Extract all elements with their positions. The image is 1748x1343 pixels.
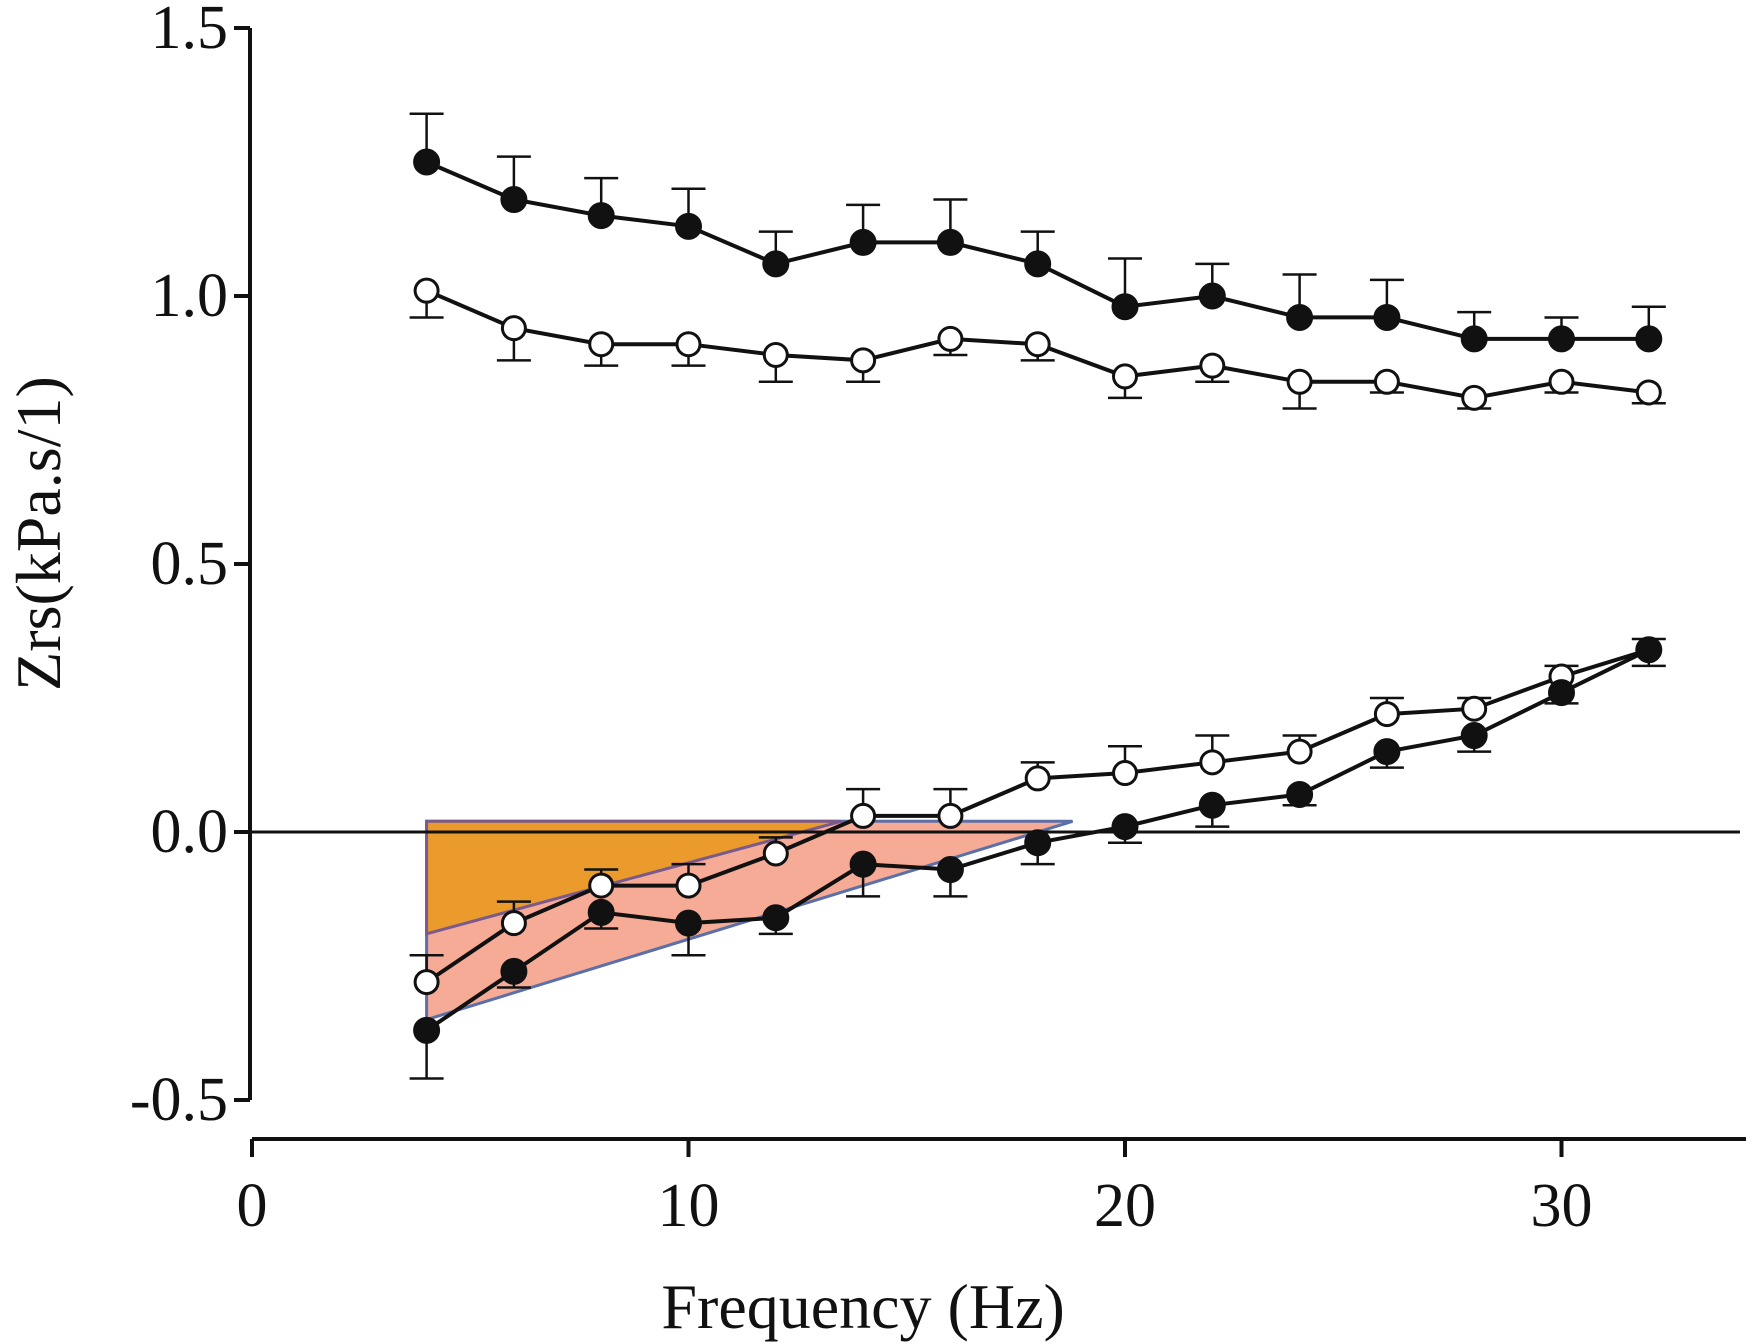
- filled-point: [936, 228, 964, 256]
- axis-ticks: 1.5 1.0 0.5 0.0 -0.50 10 20 30: [130, 0, 1593, 1240]
- y-tick-label: 1.0: [151, 262, 229, 330]
- open-point: [1286, 368, 1313, 395]
- open-point: [1112, 760, 1138, 787]
- open-point: [850, 802, 877, 829]
- open-point: [1112, 363, 1138, 390]
- filled-point: [675, 212, 702, 240]
- filled-point: [1635, 636, 1663, 664]
- open-point: [675, 331, 702, 358]
- filled-point: [1111, 293, 1139, 321]
- open-point: [588, 872, 615, 899]
- open-point: [850, 347, 877, 374]
- filled-point: [1286, 780, 1314, 808]
- filled-point: [413, 1016, 441, 1044]
- y-tick-label: -0.5: [130, 1066, 228, 1134]
- open-point: [1024, 331, 1051, 358]
- series-3: [409, 636, 1666, 1080]
- filled-point: [1024, 829, 1052, 857]
- open-point: [1286, 738, 1313, 765]
- open-point: [500, 315, 527, 342]
- filled-point: [587, 898, 615, 926]
- open-point: [937, 802, 964, 829]
- open-point: [1199, 749, 1226, 776]
- y-tick-label: 0.5: [151, 530, 229, 598]
- filled-point: [413, 148, 441, 176]
- filled-point: [1460, 722, 1488, 750]
- open-point: [1373, 701, 1400, 728]
- filled-point: [762, 250, 790, 278]
- x-axis-label: Frequency (Hz): [661, 1271, 1064, 1342]
- open-point: [762, 840, 789, 867]
- x-tick-label: 0: [237, 1172, 268, 1240]
- filled-point: [500, 186, 528, 214]
- series-1: [409, 277, 1666, 411]
- open-point: [762, 341, 789, 368]
- filled-point: [1460, 325, 1488, 353]
- series-0: [409, 112, 1666, 353]
- open-point: [1461, 695, 1488, 722]
- filled-point: [849, 850, 877, 878]
- filled-point: [675, 909, 702, 937]
- open-point: [1373, 368, 1400, 395]
- open-point: [937, 325, 964, 352]
- open-point: [1199, 352, 1226, 379]
- open-point: [1461, 384, 1488, 411]
- filled-point: [1198, 791, 1226, 819]
- filled-point: [762, 904, 790, 932]
- filled-point: [1373, 738, 1401, 766]
- filled-point: [936, 856, 964, 884]
- filled-point: [1111, 813, 1139, 841]
- filled-point: [1635, 325, 1663, 353]
- y-tick-label: 0.0: [151, 798, 229, 866]
- filled-point: [500, 957, 528, 985]
- open-point: [1548, 368, 1575, 395]
- x-tick-label: 30: [1531, 1172, 1593, 1240]
- filled-point: [1548, 679, 1575, 707]
- shaded-region-1: [425, 819, 842, 936]
- data-series: [409, 112, 1666, 1080]
- filled-point: [1286, 303, 1314, 331]
- filled-point: [1024, 250, 1052, 278]
- filled-point: [587, 202, 615, 230]
- filled-point: [1373, 303, 1401, 331]
- open-point: [1024, 765, 1051, 792]
- open-point: [1635, 379, 1662, 406]
- y-axis-label: Zrs(kPa.s/1): [3, 376, 74, 691]
- x-tick-label: 10: [658, 1172, 720, 1240]
- filled-point: [849, 228, 877, 256]
- x-tick-label: 20: [1094, 1172, 1156, 1240]
- open-point: [588, 331, 615, 358]
- filled-point: [1548, 325, 1575, 353]
- open-point: [413, 969, 440, 996]
- y-tick-label: 1.5: [151, 0, 229, 62]
- open-point: [675, 872, 702, 899]
- filled-point: [1198, 282, 1226, 310]
- open-point: [500, 910, 527, 937]
- open-point: [413, 277, 440, 304]
